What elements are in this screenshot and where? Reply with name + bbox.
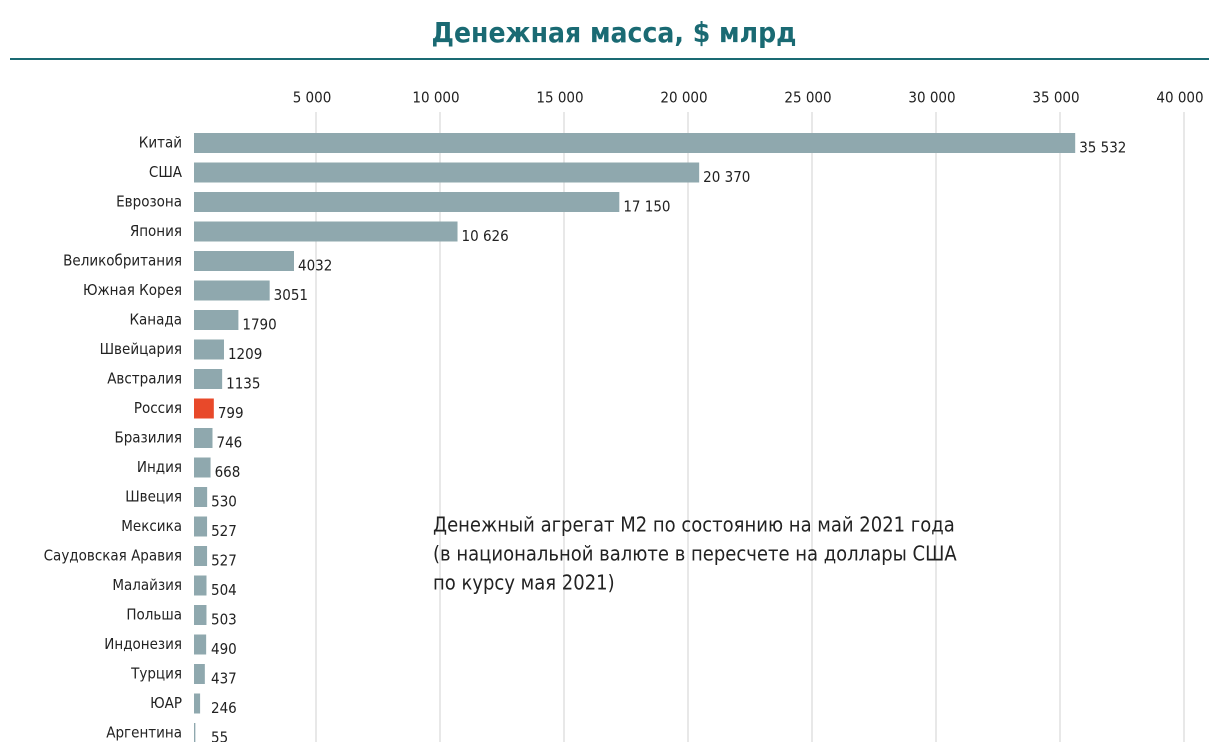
y-tick-label: Китай [139, 134, 182, 152]
value-label: 55 [211, 729, 228, 742]
y-tick-label: Швейцария [100, 340, 182, 358]
value-label: 20 370 [703, 168, 750, 186]
chart-title: Денежная масса, $ млрд [432, 16, 797, 49]
annotation: (в национальной валюте в пересчете на до… [433, 542, 957, 566]
bar [194, 280, 270, 301]
y-tick-label: Индонезия [104, 635, 182, 653]
y-tick-label: ЮАР [150, 694, 182, 712]
value-label: 668 [215, 463, 241, 481]
x-tick-label: 15 000 [536, 89, 583, 107]
value-label: 799 [218, 404, 244, 422]
bar [194, 575, 207, 596]
annotation: Денежный агрегат М2 по состоянию на май … [433, 513, 955, 537]
y-tick-label: Польша [126, 606, 182, 624]
bar [194, 723, 196, 742]
y-tick-label: Великобритания [63, 252, 182, 270]
bar [194, 634, 207, 655]
x-tick-label: 10 000 [412, 89, 459, 107]
x-tick-label: 35 000 [1032, 89, 1079, 107]
bar [194, 310, 239, 330]
value-label: 1209 [228, 345, 262, 363]
y-tick-label: Бразилия [114, 429, 182, 447]
annotation: по курсу мая 2021) [433, 571, 615, 595]
value-label: 10 626 [462, 227, 509, 245]
y-tick-label: Австралия [107, 370, 182, 388]
bar [194, 546, 208, 566]
bar [194, 398, 214, 419]
bar [194, 339, 224, 360]
value-label: 530 [211, 493, 237, 511]
value-label: 490 [211, 640, 237, 658]
y-tick-label: Канада [129, 311, 182, 329]
bar [194, 487, 208, 507]
y-tick-label: Аргентина [106, 724, 182, 742]
y-tick-label: Мексика [121, 517, 182, 535]
y-tick-label: США [149, 163, 183, 181]
value-label: 4032 [298, 257, 332, 275]
bar [194, 162, 700, 183]
y-tick-label: Япония [130, 222, 182, 240]
value-label: 503 [211, 611, 237, 629]
value-label: 1790 [242, 316, 276, 334]
bar [194, 369, 223, 389]
x-tick-label: 25 000 [784, 89, 831, 107]
y-tick-label: Еврозона [116, 193, 182, 211]
value-label: 527 [211, 552, 237, 570]
y-tick-label: Турция [130, 665, 182, 683]
x-tick-label: 20 000 [660, 89, 707, 107]
bar [194, 428, 213, 448]
y-tick-label: Южная Корея [83, 281, 182, 299]
x-tick-label: 5 000 [293, 89, 332, 107]
x-tick-label: 40 000 [1156, 89, 1203, 107]
bar [194, 133, 1076, 153]
y-tick-label: Саудовская Аравия [44, 547, 182, 565]
value-label: 527 [211, 522, 237, 540]
bar [194, 457, 211, 478]
bar [194, 221, 458, 242]
value-label: 504 [211, 581, 237, 599]
value-label: 437 [211, 670, 237, 688]
y-tick-label: Россия [134, 399, 182, 417]
value-label: 35 532 [1079, 139, 1126, 157]
bar [194, 693, 201, 714]
bar [194, 251, 294, 271]
value-label: 246 [211, 699, 237, 717]
x-tick-label: 30 000 [908, 89, 955, 107]
y-tick-label: Индия [137, 458, 182, 476]
bar [194, 516, 208, 537]
value-label: 17 150 [623, 198, 670, 216]
value-label: 1135 [226, 375, 260, 393]
bar [194, 192, 620, 212]
y-tick-label: Швеция [125, 488, 182, 506]
bar [194, 664, 205, 684]
value-label: 746 [217, 434, 243, 452]
value-label: 3051 [274, 286, 308, 304]
y-tick-label: Малайзия [112, 576, 182, 594]
bar [194, 605, 207, 625]
